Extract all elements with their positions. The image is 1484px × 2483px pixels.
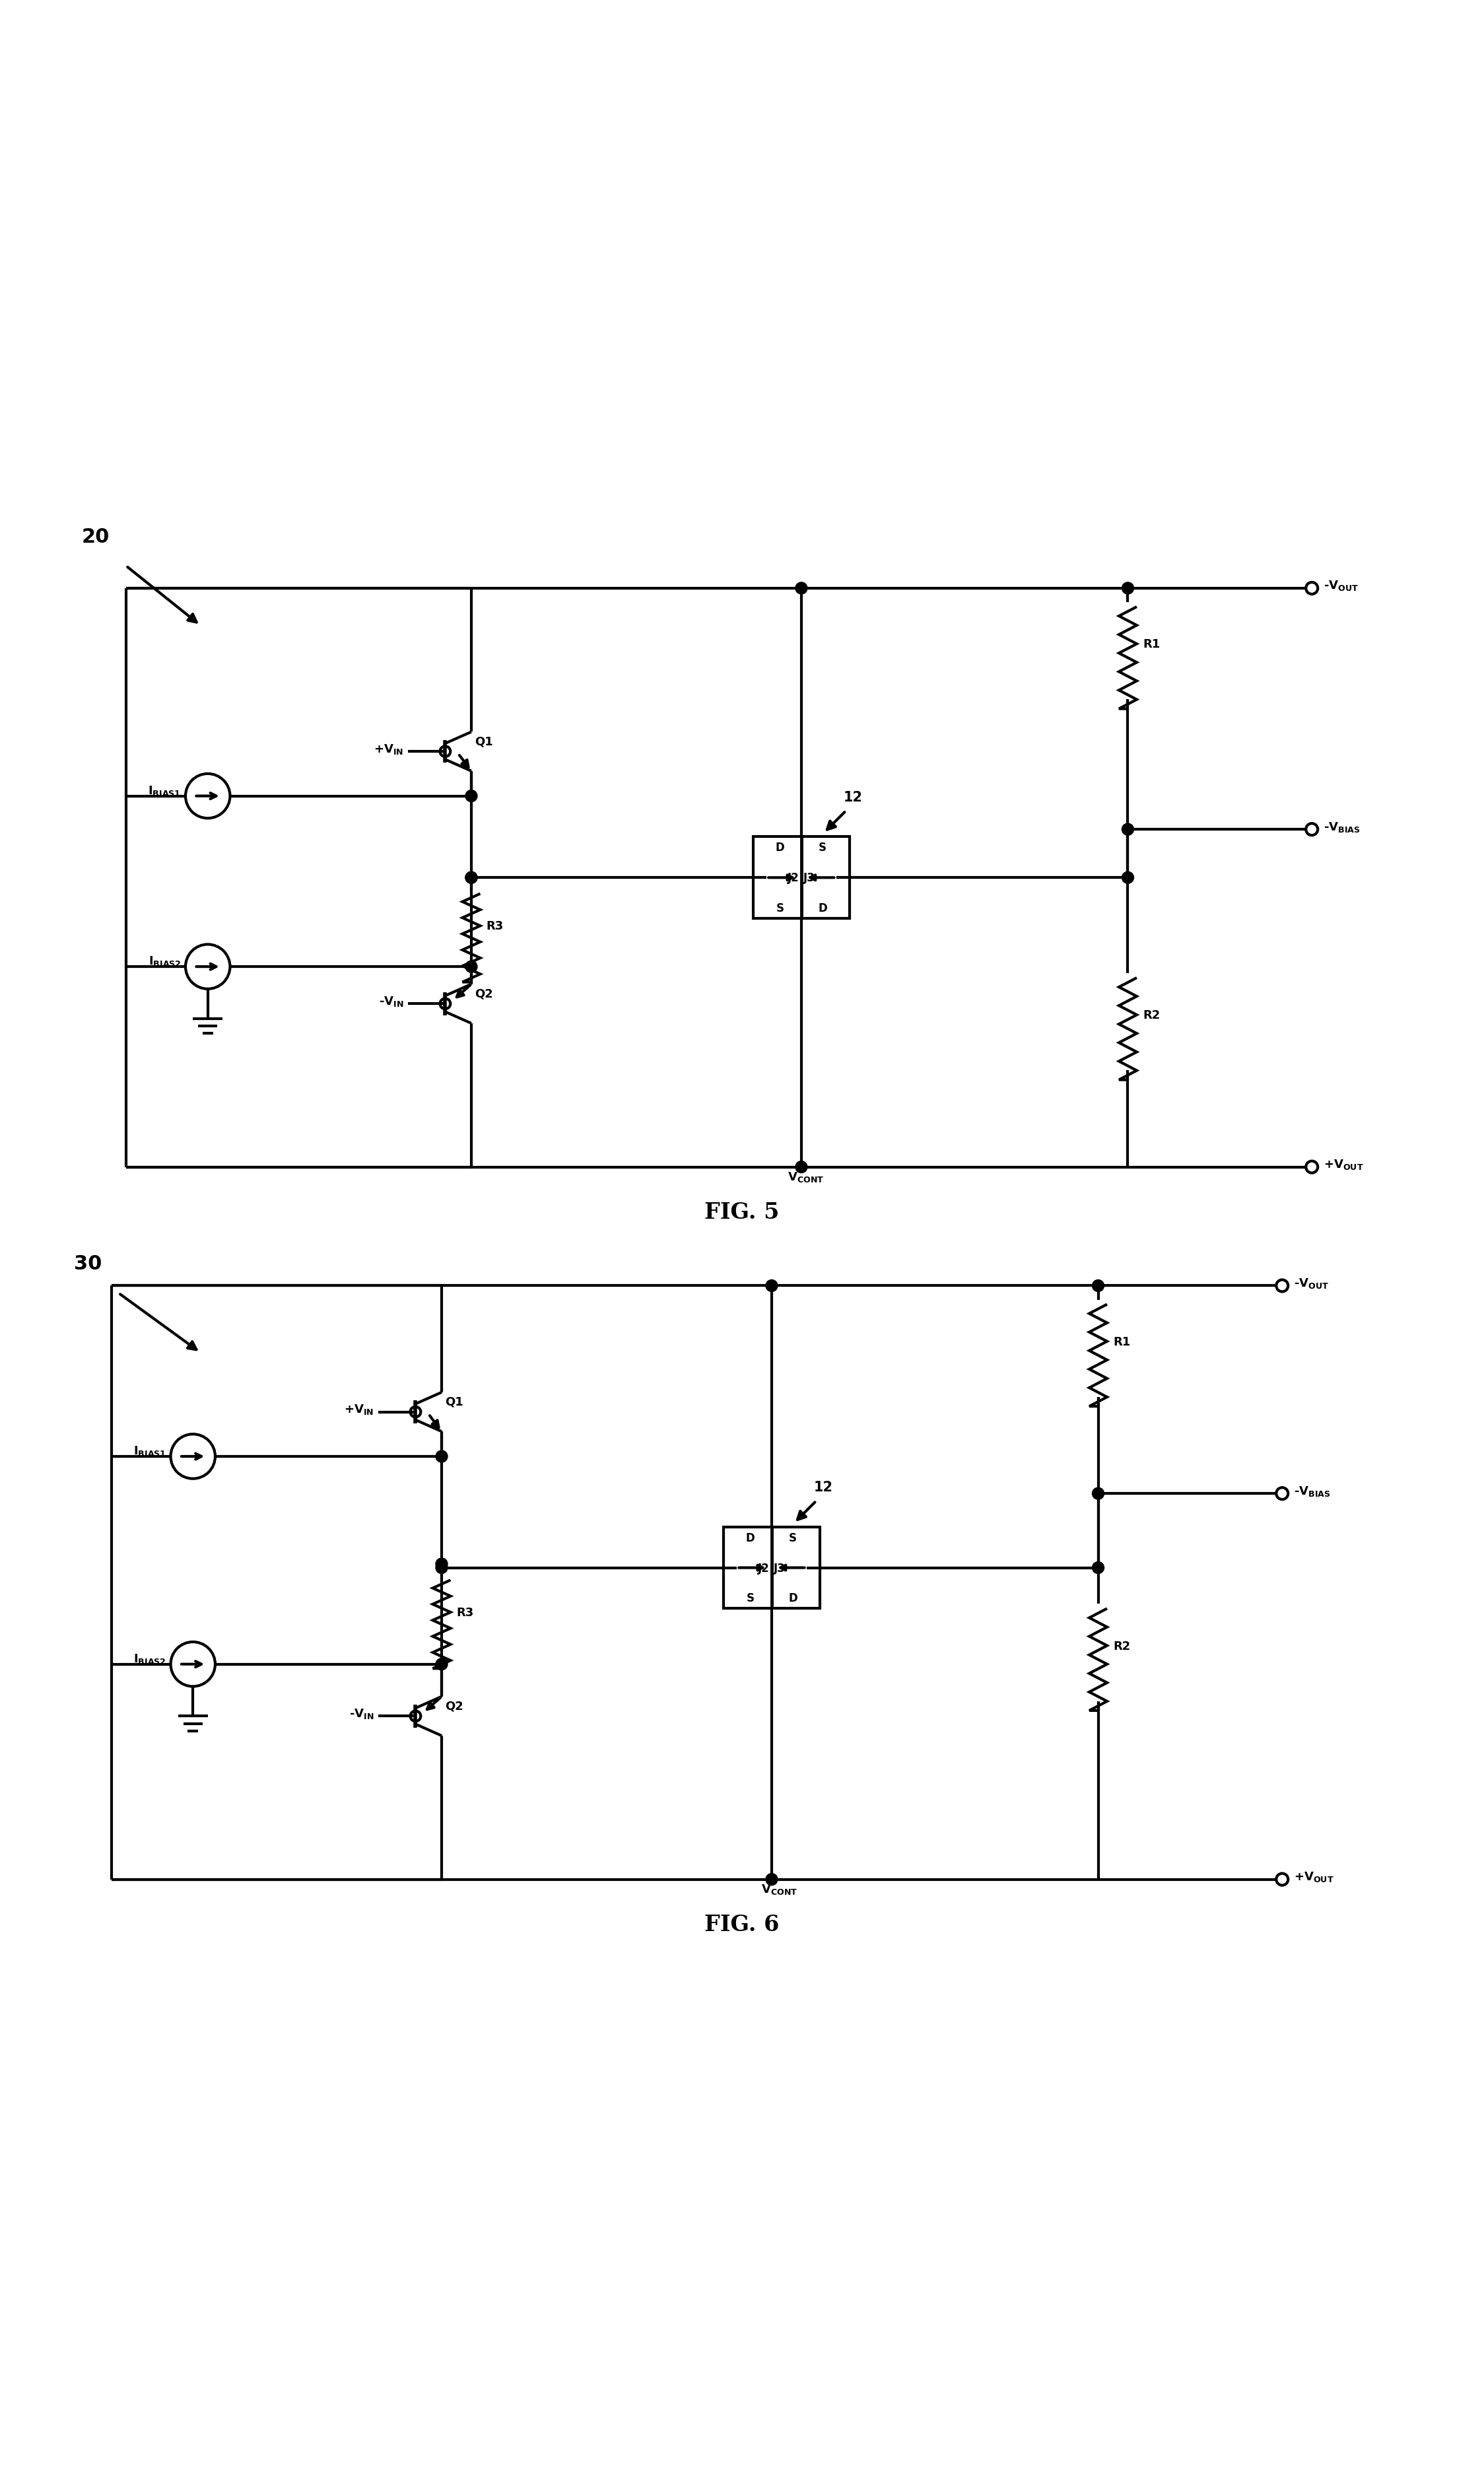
Text: Q2: Q2 [445, 1701, 463, 1711]
Text: $\mathbf{I_{BIAS2}}$: $\mathbf{I_{BIAS2}}$ [134, 1651, 166, 1666]
Text: D: D [776, 842, 785, 854]
Circle shape [1092, 1562, 1104, 1574]
Circle shape [766, 1875, 778, 1885]
Text: R1: R1 [1113, 1336, 1131, 1348]
Text: S: S [819, 842, 827, 854]
Text: $\mathbf{V_{CONT}}$: $\mathbf{V_{CONT}}$ [761, 1882, 797, 1895]
Text: +$\mathbf{V_{OUT}}$: +$\mathbf{V_{OUT}}$ [1294, 1870, 1334, 1882]
Text: S: S [789, 1532, 797, 1544]
Text: $\mathbf{I_{BIAS2}}$: $\mathbf{I_{BIAS2}}$ [148, 953, 181, 968]
Circle shape [1122, 824, 1134, 837]
Text: S: S [746, 1592, 754, 1604]
Text: J2: J2 [788, 872, 798, 884]
Text: +$\mathbf{V_{IN}}$: +$\mathbf{V_{IN}}$ [344, 1403, 374, 1415]
Text: D: D [746, 1532, 755, 1544]
Text: Q1: Q1 [475, 735, 493, 747]
Text: $\mathbf{I_{BIAS1}}$: $\mathbf{I_{BIAS1}}$ [148, 785, 181, 797]
Circle shape [1122, 872, 1134, 884]
Circle shape [1092, 1487, 1104, 1500]
Text: $\mathbf{I_{BIAS1}}$: $\mathbf{I_{BIAS1}}$ [134, 1445, 166, 1458]
Text: $\mathbf{V_{CONT}}$: $\mathbf{V_{CONT}}$ [788, 1169, 824, 1184]
Bar [724, 1527, 819, 1609]
Text: FIG. 6: FIG. 6 [705, 1912, 779, 1934]
Circle shape [466, 961, 478, 973]
Text: 12: 12 [844, 790, 862, 804]
Text: R2: R2 [1143, 1008, 1160, 1021]
Circle shape [766, 1281, 778, 1291]
Text: D: D [818, 901, 827, 914]
Circle shape [436, 1562, 448, 1574]
Circle shape [1122, 584, 1134, 593]
Text: Q1: Q1 [445, 1395, 463, 1408]
Text: FIG. 5: FIG. 5 [705, 1202, 779, 1222]
Text: R2: R2 [1113, 1639, 1131, 1651]
Text: R3: R3 [457, 1607, 473, 1619]
Text: 12: 12 [815, 1480, 833, 1495]
Circle shape [466, 872, 478, 884]
Text: J2: J2 [758, 1562, 769, 1574]
Circle shape [436, 1450, 448, 1462]
Circle shape [466, 872, 478, 884]
Text: -$\mathbf{V_{BIAS}}$: -$\mathbf{V_{BIAS}}$ [1324, 819, 1361, 834]
Circle shape [1092, 1281, 1104, 1291]
Text: -$\mathbf{V_{IN}}$: -$\mathbf{V_{IN}}$ [378, 996, 404, 1008]
Text: D: D [788, 1592, 797, 1604]
Text: R1: R1 [1143, 638, 1160, 651]
Circle shape [795, 1162, 807, 1174]
Text: Q2: Q2 [475, 988, 493, 1001]
Text: J3: J3 [775, 1562, 785, 1574]
Text: 30: 30 [74, 1254, 102, 1274]
Circle shape [795, 584, 807, 593]
Text: +$\mathbf{V_{IN}}$: +$\mathbf{V_{IN}}$ [374, 742, 404, 755]
Text: 20: 20 [82, 526, 110, 546]
Circle shape [436, 1559, 448, 1569]
Circle shape [436, 1659, 448, 1671]
Bar [754, 837, 849, 919]
Text: R3: R3 [487, 921, 503, 931]
Text: -$\mathbf{V_{BIAS}}$: -$\mathbf{V_{BIAS}}$ [1294, 1485, 1331, 1497]
Circle shape [466, 790, 478, 802]
Text: +$\mathbf{V_{OUT}}$: +$\mathbf{V_{OUT}}$ [1324, 1157, 1364, 1172]
Text: S: S [776, 901, 784, 914]
Text: -$\mathbf{V_{IN}}$: -$\mathbf{V_{IN}}$ [349, 1706, 374, 1721]
Text: J3: J3 [804, 872, 815, 884]
Text: -$\mathbf{V_{OUT}}$: -$\mathbf{V_{OUT}}$ [1324, 579, 1359, 593]
Text: -$\mathbf{V_{OUT}}$: -$\mathbf{V_{OUT}}$ [1294, 1276, 1330, 1289]
